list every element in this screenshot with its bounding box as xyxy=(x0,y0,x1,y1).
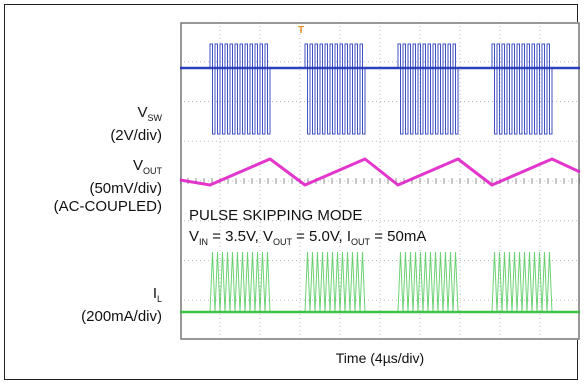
vsw-scale: (2V/div) xyxy=(110,127,162,144)
channel-markers: 134T xyxy=(298,25,304,36)
plot-traces xyxy=(180,43,580,314)
vsw-label: VSW (2V/div) xyxy=(110,104,162,144)
vout-coupling: (AC-COUPLED) xyxy=(53,198,162,215)
x-axis-label: Time (4µs/div) xyxy=(335,350,425,366)
conditions-text: VIN = 3.5V, VOUT = 5.0V, IOUT = 50mA xyxy=(189,228,427,247)
vout-trace xyxy=(180,157,580,187)
oscilloscope-plot: 134T xyxy=(180,22,580,340)
il-label: IL (200mA/div) xyxy=(81,285,162,325)
trigger-marker: T xyxy=(298,25,304,36)
il-scale: (200mA/div) xyxy=(81,308,162,325)
vout-scale: (50mV/div) xyxy=(89,180,162,197)
vout-label: VOUT (50mV/div) (AC-COUPLED) xyxy=(53,157,162,215)
test-conditions-annotation: PULSE SKIPPING MODE VIN = 3.5V, VOUT = 5… xyxy=(189,205,426,253)
mode-text: PULSE SKIPPING MODE xyxy=(189,207,363,224)
